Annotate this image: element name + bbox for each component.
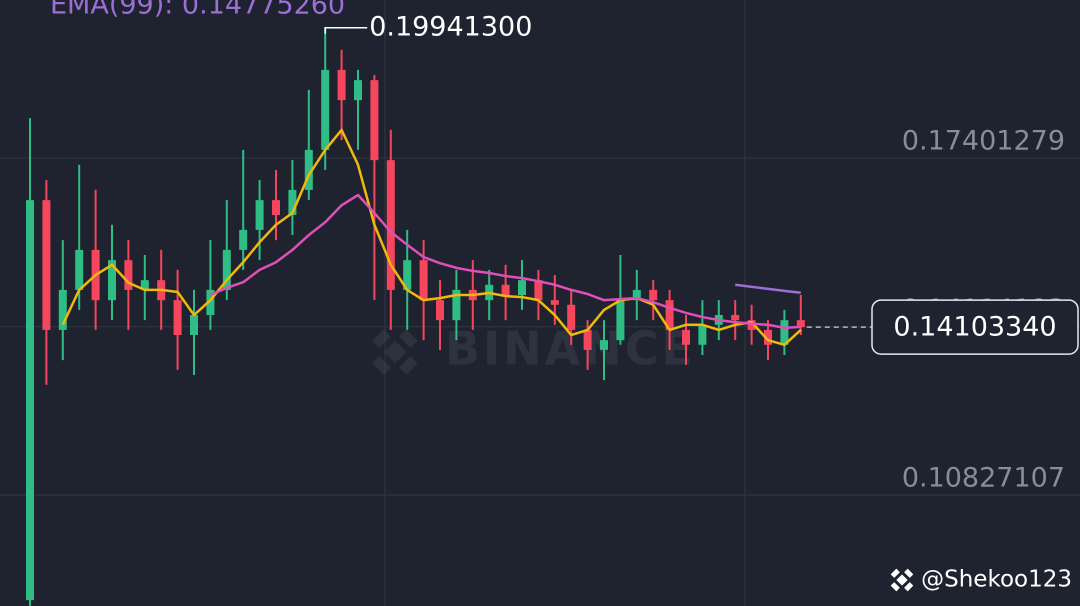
credit: @Shekoo123 [921,567,1072,593]
candle-body [665,300,674,330]
y-tick-label: 0.10827107 [902,463,1065,494]
candle-body [26,200,34,601]
candle-body [173,300,182,336]
candle-body [58,289,67,330]
candle-body [419,260,428,301]
overlay: 0.19941300 0.14103340 [324,11,1079,355]
candle-body [452,289,461,321]
indicator-line [735,283,801,294]
last-price-box [871,299,1079,355]
candle-body [124,260,133,290]
plot [26,27,805,606]
candle-body [206,289,215,316]
candle-body [255,200,264,230]
candle-body [747,320,756,330]
candle-body [518,280,526,296]
candle-body [386,160,395,290]
candle-body [288,189,297,216]
candle-body [780,320,789,345]
candle-body [616,300,625,341]
candle-body [764,329,772,345]
high-label: 0.19941300 [369,11,532,42]
candle-body [190,315,198,336]
candle-body [222,249,231,290]
candle-body [649,289,658,301]
candle-body [698,324,707,345]
legend-entry: EMA(99): 0.14775260 [50,0,345,21]
candle-body [239,229,248,250]
indicator-line [209,193,801,330]
candle-body [321,69,330,150]
candle-body [337,69,346,101]
high-leader [324,27,368,34]
y-tick-label: 0.17401279 [902,126,1065,157]
candle-body [272,200,280,216]
candle-body [501,284,510,296]
candle-body [108,260,116,301]
candle-body [550,300,559,305]
candle-body [682,329,690,345]
candle-body [370,80,379,161]
candle-body [354,80,362,101]
candle-body [436,300,444,321]
candle-body [42,200,51,330]
candle-body [534,280,543,301]
indicator-line [61,128,802,347]
candle-body [600,340,608,350]
candle-body [731,315,740,321]
candle-body [583,329,592,350]
candle-body [632,289,641,301]
candle-body [75,249,84,290]
candle-body [304,149,313,190]
candle-body [567,304,576,330]
last-price-label: 0.14103340 [893,312,1056,343]
candle-body [403,260,412,290]
candle-body [796,320,805,328]
candle-body [140,280,149,290]
